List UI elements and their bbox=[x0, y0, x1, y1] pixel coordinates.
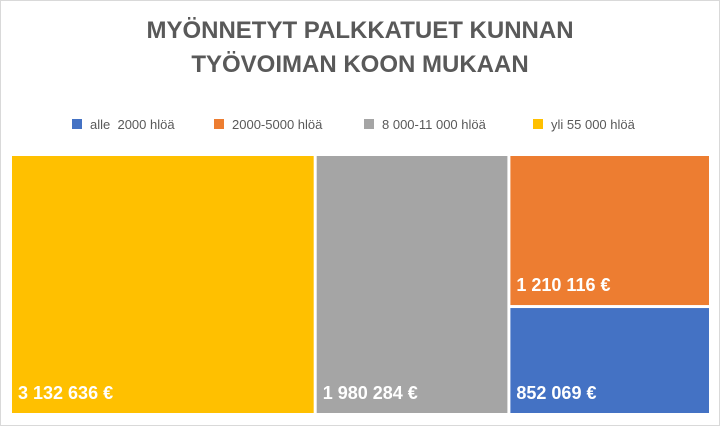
legend-item-alle-2000: alle 2000 hlöä bbox=[72, 114, 175, 134]
value-label-yli-55000: 3 132 636 € bbox=[18, 383, 113, 403]
chart-title: MYÖNNETYT PALKKATUET KUNNAN TYÖVOIMAN KO… bbox=[0, 14, 720, 82]
value-label-alle-2000: 852 069 € bbox=[516, 383, 596, 403]
legend-label-alle-2000: alle 2000 hlöä bbox=[90, 116, 175, 132]
treemap-cell-alle-2000 bbox=[510, 308, 709, 413]
legend-label-8000-11000: 8 000-11 000 hlöä bbox=[382, 116, 486, 132]
treemap-cell-8000-11000 bbox=[316, 156, 508, 413]
legend-item-yli-55000: yli 55 000 hlöä bbox=[533, 114, 635, 134]
chart-title-line-1: MYÖNNETYT PALKKATUET KUNNAN bbox=[146, 17, 574, 44]
legend-swatch-8000-11000 bbox=[364, 119, 374, 129]
legend-swatch-yli-55000 bbox=[533, 119, 543, 129]
legend-label-2000-5000: 2000-5000 hlöä bbox=[232, 116, 323, 132]
value-label-8000-11000: 1 980 284 € bbox=[323, 383, 418, 403]
legend-label-yli-55000: yli 55 000 hlöä bbox=[551, 116, 635, 132]
legend-swatch-alle-2000 bbox=[72, 119, 82, 129]
treemap-cell-2000-5000 bbox=[510, 156, 709, 306]
chart-legend: alle 2000 hlöä 2000-5000 hlöä 8 000-11 0… bbox=[0, 114, 720, 134]
legend-item-8000-11000: 8 000-11 000 hlöä bbox=[364, 114, 486, 134]
legend-swatch-2000-5000 bbox=[214, 119, 224, 129]
chart-title-line-2: TYÖVOIMAN KOON MUKAAN bbox=[191, 51, 529, 78]
value-label-2000-5000: 1 210 116 € bbox=[516, 275, 610, 295]
legend-item-2000-5000: 2000-5000 hlöä bbox=[214, 114, 322, 134]
treemap-cell-yli-55000 bbox=[12, 156, 314, 413]
